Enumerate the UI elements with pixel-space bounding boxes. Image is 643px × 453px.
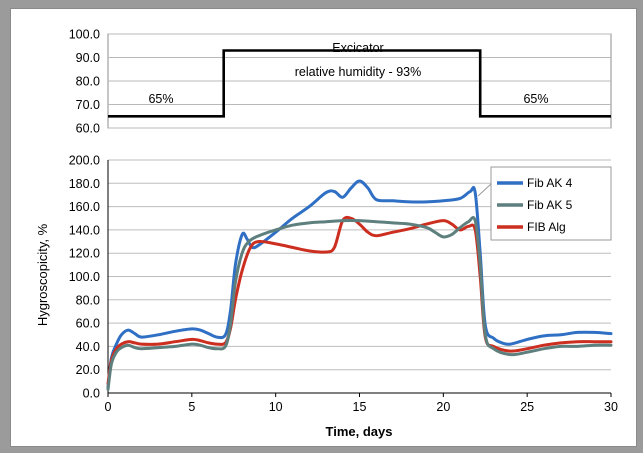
hygroscopicity-y-tick-label: 40.0 xyxy=(76,340,100,354)
legend-pointer-line xyxy=(477,183,492,197)
hygroscopicity-y-tick-label: 0.0 xyxy=(83,387,100,401)
humidity-y-tick-label: 60.0 xyxy=(76,122,100,136)
humidity-gridlines xyxy=(108,33,611,129)
hygroscopicity-y-tick-label: 160.0 xyxy=(69,200,100,214)
relative-humidity-label: relative humidity - 93% xyxy=(295,65,421,79)
hygroscopicity-y-tick-label: 180.0 xyxy=(69,177,100,191)
x-tick-label: 5 xyxy=(188,400,195,414)
hygroscopicity-y-tick-label: 120.0 xyxy=(69,247,100,261)
x-tick-label: 15 xyxy=(353,400,367,414)
hygroscopicity-y-tick-label: 200.0 xyxy=(69,154,100,168)
hygroscopicity-y-tick-labels: 200.0 180.0 160.0 140.0 120.0 100.0 80.0 60.0 40… xyxy=(69,154,100,401)
series-line-fib-ak-4 xyxy=(106,179,613,389)
x-axis-title: Time, days xyxy=(326,424,393,439)
series-lines xyxy=(106,179,613,391)
humidity-y-tick-label: 80.0 xyxy=(76,75,100,89)
hygroscopicity-y-tick-label: 20.0 xyxy=(76,363,100,377)
y-axis-title: Hygroscopicity, % xyxy=(35,223,50,326)
left-level-label: 65% xyxy=(148,92,173,106)
legend: Fib AK 4 Fib AK 5 FIB Alg xyxy=(477,166,612,241)
x-tick-label: 0 xyxy=(105,400,112,414)
humidity-y-tick-label: 90.0 xyxy=(76,51,100,65)
x-tick-label: 10 xyxy=(269,400,283,414)
hygroscopicity-gridlines xyxy=(108,159,611,394)
series-line-fib-alg xyxy=(106,215,613,386)
right-level-label: 65% xyxy=(523,92,548,106)
figure-frame: 100.0 90.0 80.0 70.0 60.0 65% Excicator rela… xyxy=(10,8,637,447)
humidity-step-line xyxy=(108,49,611,118)
hygroscopicity-y-tick-label: 140.0 xyxy=(69,223,100,237)
hygroscopicity-y-tick-label: 100.0 xyxy=(69,270,100,284)
time-x-tick-labels: 0 5 10 15 20 25 30 xyxy=(105,393,618,414)
hygroscopicity-y-tick-label: 60.0 xyxy=(76,317,100,331)
x-tick-label: 20 xyxy=(436,400,450,414)
humidity-hygroscopicity-chart: 100.090.080.070.060.0 65% Excicator rela… xyxy=(35,28,618,440)
legend-label: FIB Alg xyxy=(527,220,566,234)
humidity-y-tick-labels: 100.0 90.0 80.0 70.0 60.0 xyxy=(69,28,100,136)
legend-label: Fib AK 4 xyxy=(527,176,573,190)
legend-label: Fib AK 5 xyxy=(527,198,573,212)
x-tick-label: 25 xyxy=(520,400,534,414)
humidity-y-tick-label: 100.0 xyxy=(69,28,100,42)
hygroscopicity-panel: 200.0180.0160.0140.0120.0100.080.060.040… xyxy=(35,154,618,440)
hygroscopicity-y-tick-label: 80.0 xyxy=(76,293,100,307)
x-tick-label: 30 xyxy=(604,400,618,414)
excicator-label: Excicator xyxy=(332,41,383,55)
humidity-y-tick-label: 70.0 xyxy=(76,98,100,112)
series-line-fib-ak-5 xyxy=(106,215,613,391)
humidity-panel: 100.0 90.0 80.0 70.0 60.0 65% Excicator rela… xyxy=(69,28,612,136)
